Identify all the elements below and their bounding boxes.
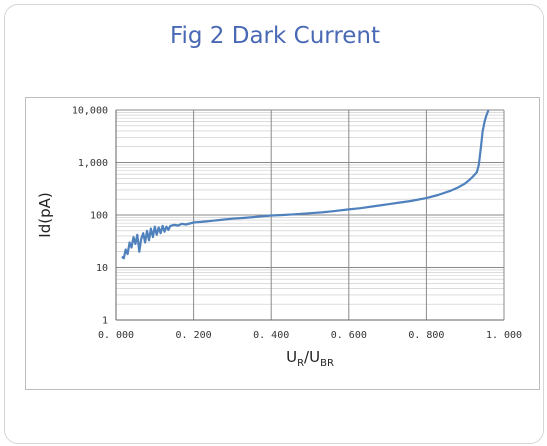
x-tick-label: 1. 000 [486, 330, 522, 341]
dark-current-series-line [121, 109, 490, 260]
y-tick-label: 100 [90, 211, 108, 222]
y-tick-label: 10,000 [72, 106, 108, 117]
x-tick-label: 0. 800 [408, 330, 444, 341]
y-tick-label: 10 [96, 263, 108, 274]
x-tick-label: 0. 600 [331, 330, 367, 341]
chart-title: Fig 2 Dark Current [169, 23, 381, 49]
y-axis-label: Id(pA) [36, 192, 54, 237]
y-tick-label: 1,000 [78, 158, 108, 169]
x-axis-label: UR/UBR [286, 348, 334, 369]
y-tick-label: 1 [102, 316, 108, 327]
chart-card: Fig 2 Dark Current [4, 4, 544, 444]
x-tick-label: 0. 000 [98, 330, 134, 341]
plot-area-frame [25, 97, 540, 390]
x-tick-label: 0. 200 [176, 330, 212, 341]
x-tick-label: 0. 400 [253, 330, 289, 341]
